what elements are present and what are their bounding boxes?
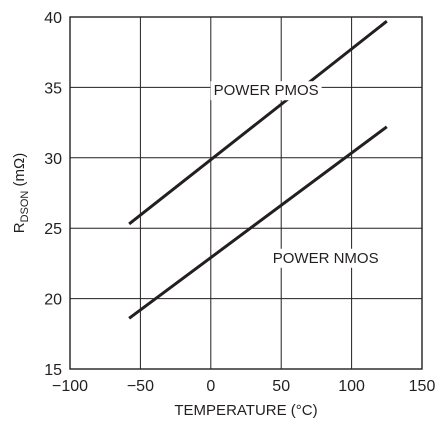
tick-labels: −100 −50 0 50 100 150 15 20 25 30 35 40 xyxy=(44,10,435,395)
y-tick-label: 25 xyxy=(44,221,62,238)
x-tick-label: 100 xyxy=(338,378,365,395)
y-axis-title-main: R xyxy=(11,222,28,233)
series-label-background xyxy=(210,81,322,101)
grid xyxy=(70,17,422,369)
series-line-power-nmos xyxy=(128,125,388,320)
y-tick-label: 35 xyxy=(44,80,62,97)
x-tick-label: 150 xyxy=(409,378,436,395)
y-axis-title-unit: (mΩ) xyxy=(11,153,28,191)
x-tick-label: −100 xyxy=(52,378,88,395)
series-group xyxy=(128,20,388,320)
series-label-power-pmos: POWER PMOS xyxy=(214,82,319,99)
series-label-power-nmos: POWER NMOS xyxy=(273,250,379,267)
x-tick-label: −50 xyxy=(127,378,154,395)
series-label-background xyxy=(269,248,382,268)
series-labels: POWER PMOS POWER NMOS xyxy=(210,81,382,268)
y-axis-title: RDSON (mΩ) xyxy=(11,153,31,234)
x-tick-label: 50 xyxy=(272,378,290,395)
y-axis-title-subscript: DSON xyxy=(19,191,31,223)
y-tick-label: 30 xyxy=(44,151,62,168)
x-axis-title: TEMPERATURE (°C) xyxy=(174,402,317,419)
x-tick-label: 0 xyxy=(206,378,215,395)
y-tick-label: 15 xyxy=(44,362,62,379)
y-tick-label: 20 xyxy=(44,292,62,309)
series-line-power-pmos xyxy=(128,20,388,226)
y-tick-label: 40 xyxy=(44,10,62,27)
plot-frame xyxy=(69,16,423,370)
